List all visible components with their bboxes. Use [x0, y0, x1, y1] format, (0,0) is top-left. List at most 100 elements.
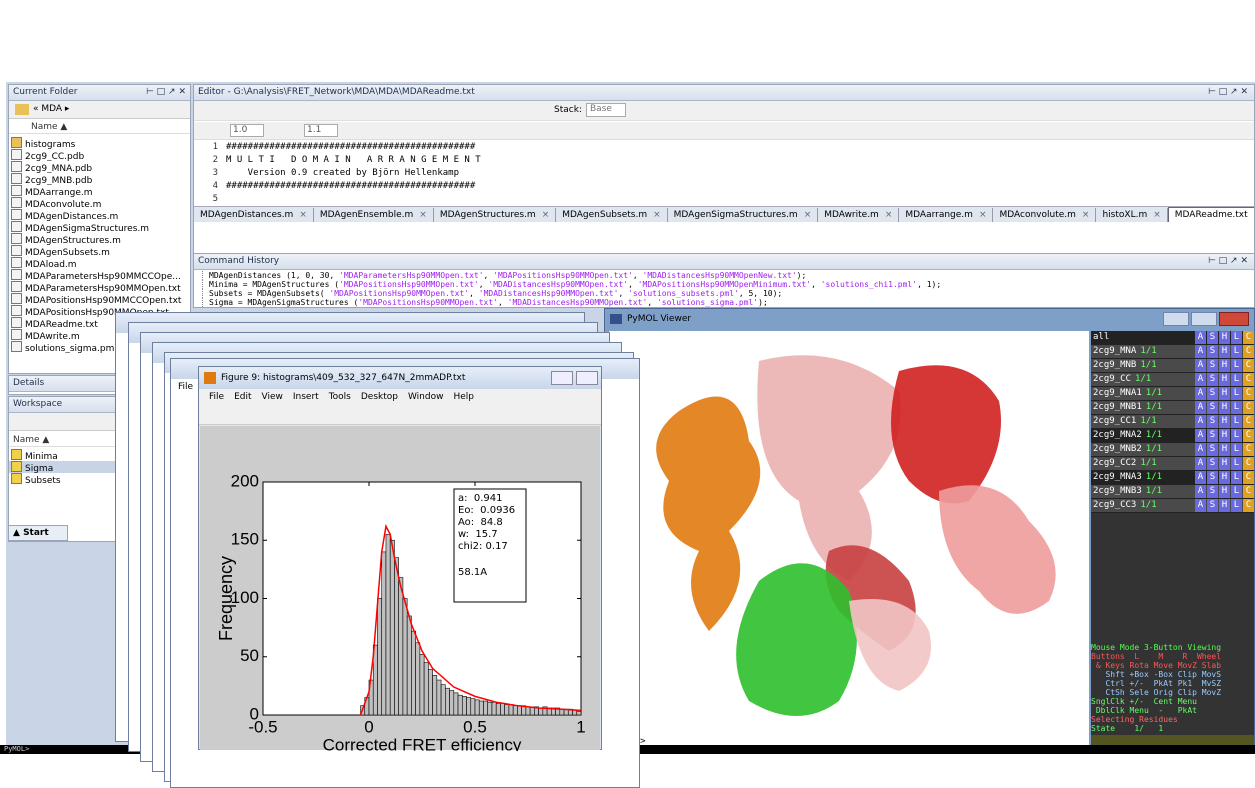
- object-button[interactable]: C: [1243, 429, 1254, 442]
- object-button[interactable]: S: [1207, 485, 1218, 498]
- object-button[interactable]: C: [1243, 471, 1254, 484]
- editor-tab[interactable]: histoXL.m×: [1096, 208, 1167, 222]
- editor-tab[interactable]: MDAgenDistances.m×: [194, 208, 314, 222]
- object-button[interactable]: A: [1195, 457, 1206, 470]
- object-button[interactable]: S: [1207, 429, 1218, 442]
- object-button[interactable]: C: [1243, 499, 1254, 512]
- object-button[interactable]: L: [1231, 499, 1242, 512]
- close-button[interactable]: [1219, 312, 1249, 326]
- object-button[interactable]: S: [1207, 373, 1218, 386]
- object-button[interactable]: S: [1207, 499, 1218, 512]
- object-button[interactable]: H: [1219, 415, 1230, 428]
- file-row[interactable]: MDAconvolute.m: [9, 197, 190, 209]
- object-button[interactable]: H: [1219, 359, 1230, 372]
- file-row[interactable]: 2cg9_CC.pdb: [9, 149, 190, 161]
- object-button[interactable]: S: [1207, 331, 1218, 344]
- object-button[interactable]: A: [1195, 359, 1206, 372]
- object-button[interactable]: C: [1243, 359, 1254, 372]
- object-button[interactable]: H: [1219, 429, 1230, 442]
- cell-input[interactable]: 1.0: [230, 124, 264, 137]
- object-button[interactable]: A: [1195, 499, 1206, 512]
- object-button[interactable]: H: [1219, 443, 1230, 456]
- object-button[interactable]: L: [1231, 485, 1242, 498]
- history-line[interactable]: Minima = MDAgenStructures ('MDAPositions…: [202, 280, 1242, 289]
- object-button[interactable]: L: [1231, 443, 1242, 456]
- object-button[interactable]: A: [1195, 485, 1206, 498]
- file-row[interactable]: MDAload.m: [9, 257, 190, 269]
- object-button[interactable]: L: [1231, 415, 1242, 428]
- file-row[interactable]: histograms: [9, 137, 190, 149]
- object-button[interactable]: C: [1243, 485, 1254, 498]
- minimize-button[interactable]: [1163, 312, 1189, 326]
- object-button[interactable]: A: [1195, 401, 1206, 414]
- object-button[interactable]: H: [1219, 401, 1230, 414]
- object-button[interactable]: H: [1219, 387, 1230, 400]
- editor-tab[interactable]: MDAconvolute.m×: [993, 208, 1096, 222]
- object-button[interactable]: L: [1231, 387, 1242, 400]
- object-button[interactable]: L: [1231, 471, 1242, 484]
- object-button[interactable]: S: [1207, 415, 1218, 428]
- stack-select[interactable]: Base: [586, 103, 626, 117]
- object-button[interactable]: S: [1207, 345, 1218, 358]
- object-button[interactable]: S: [1207, 471, 1218, 484]
- object-button[interactable]: H: [1219, 471, 1230, 484]
- object-button[interactable]: S: [1207, 359, 1218, 372]
- object-button[interactable]: A: [1195, 331, 1206, 344]
- start-button[interactable]: ▲ Start: [8, 525, 68, 541]
- object-button[interactable]: C: [1243, 387, 1254, 400]
- object-button[interactable]: H: [1219, 457, 1230, 470]
- maximize-button[interactable]: [1191, 312, 1217, 326]
- menu-item[interactable]: File: [178, 382, 193, 392]
- file-row[interactable]: 2cg9_MNA.pdb: [9, 161, 190, 173]
- file-row[interactable]: MDAgenSigmaStructures.m: [9, 221, 190, 233]
- object-button[interactable]: C: [1243, 457, 1254, 470]
- object-button[interactable]: A: [1195, 415, 1206, 428]
- object-button[interactable]: A: [1195, 471, 1206, 484]
- editor-tab[interactable]: MDAwrite.m×: [818, 208, 899, 222]
- file-row[interactable]: MDAParametersHsp90MMCCOpe...: [9, 269, 190, 281]
- file-row[interactable]: MDAPositionsHsp90MMCCOpen.txt: [9, 293, 190, 305]
- object-button[interactable]: A: [1195, 443, 1206, 456]
- object-button[interactable]: S: [1207, 457, 1218, 470]
- editor-tab[interactable]: MDAgenSubsets.m×: [556, 208, 667, 222]
- object-button[interactable]: H: [1219, 373, 1230, 386]
- editor-tab[interactable]: MDAgenSigmaStructures.m×: [668, 208, 819, 222]
- object-button[interactable]: L: [1231, 429, 1242, 442]
- object-button[interactable]: A: [1195, 429, 1206, 442]
- object-button[interactable]: L: [1231, 401, 1242, 414]
- object-button[interactable]: H: [1219, 485, 1230, 498]
- history-line[interactable]: Subsets = MDAgenSubsets( 'MDAPositionsHs…: [202, 289, 1242, 298]
- history-line[interactable]: MDAgenDistances (1, 0, 30, 'MDAParameter…: [202, 271, 1242, 280]
- object-button[interactable]: S: [1207, 443, 1218, 456]
- object-button[interactable]: H: [1219, 345, 1230, 358]
- folder-path[interactable]: « MDA ▸: [33, 104, 69, 114]
- file-row[interactable]: MDAgenDistances.m: [9, 209, 190, 221]
- object-button[interactable]: C: [1243, 443, 1254, 456]
- object-button[interactable]: L: [1231, 345, 1242, 358]
- editor-tab[interactable]: MDAarrange.m×: [899, 208, 993, 222]
- file-row[interactable]: MDAgenStructures.m: [9, 233, 190, 245]
- object-button[interactable]: L: [1231, 373, 1242, 386]
- object-button[interactable]: C: [1243, 401, 1254, 414]
- file-row[interactable]: 2cg9_MNB.pdb: [9, 173, 190, 185]
- object-button[interactable]: L: [1231, 457, 1242, 470]
- file-row[interactable]: MDAgenSubsets.m: [9, 245, 190, 257]
- editor-tab[interactable]: MDAReadme.txt×: [1168, 207, 1254, 222]
- object-button[interactable]: L: [1231, 359, 1242, 372]
- file-row[interactable]: MDAarrange.m: [9, 185, 190, 197]
- object-button[interactable]: H: [1219, 499, 1230, 512]
- object-button[interactable]: H: [1219, 331, 1230, 344]
- object-button[interactable]: C: [1243, 415, 1254, 428]
